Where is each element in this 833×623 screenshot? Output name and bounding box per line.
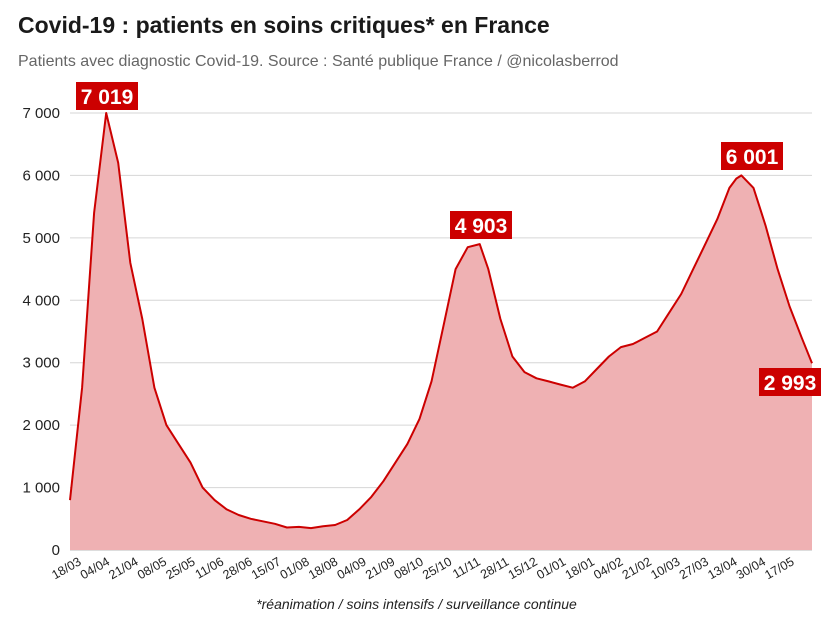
x-tick-label: 25/10 <box>420 554 454 582</box>
y-tick-label: 7 000 <box>22 105 60 122</box>
x-tick-label: 11/11 <box>450 554 483 581</box>
annotation-box <box>76 82 138 110</box>
x-tick-label: 27/03 <box>677 554 711 582</box>
x-tick-label: 21/02 <box>620 554 654 582</box>
x-tick-label: 21/04 <box>106 554 140 582</box>
x-tick-label: 08/05 <box>135 554 169 582</box>
chart-footnote: *réanimation / soins intensifs / surveil… <box>256 596 577 612</box>
x-tick-label: 18/08 <box>306 554 340 582</box>
annotation-text: 2 993 <box>764 372 817 395</box>
annotation-text: 6 001 <box>726 146 779 169</box>
annotation-label: 2 993 <box>759 368 821 396</box>
x-tick-label: 10/03 <box>648 554 682 582</box>
x-tick-label: 21/09 <box>363 554 397 582</box>
x-tick-label: 11/06 <box>193 554 226 581</box>
y-tick-label: 0 <box>52 542 60 559</box>
annotation-box <box>721 142 783 170</box>
y-tick-label: 6 000 <box>22 167 60 184</box>
x-tick-label: 08/10 <box>392 554 426 582</box>
annotation-box <box>759 368 821 396</box>
y-tick-label: 5 000 <box>22 230 60 247</box>
y-axis-ticks: 0 1 000 2 000 3 000 4 000 5 000 6 000 7 000 <box>22 105 60 559</box>
value-annotations: 7 019 4 903 6 001 2 993 <box>76 82 821 396</box>
chart-subtitle: Patients avec diagnostic Covid-19. Sourc… <box>18 53 619 70</box>
x-tick-label: 04/04 <box>78 554 112 582</box>
x-tick-label: 13/04 <box>705 554 739 582</box>
x-tick-label: 28/06 <box>221 554 255 582</box>
y-tick-label: 4 000 <box>22 292 60 309</box>
x-tick-label: 28/11 <box>478 554 511 581</box>
y-tick-label: 1 000 <box>22 480 60 497</box>
annotation-label: 6 001 <box>721 142 783 170</box>
x-tick-label: 30/04 <box>734 554 768 582</box>
annotation-box <box>450 211 512 239</box>
x-tick-label: 17/05 <box>762 554 796 582</box>
chart-title: Covid-19 : patients en soins critiques* … <box>18 12 550 38</box>
x-tick-label: 04/02 <box>591 554 625 582</box>
x-tick-label: 01/01 <box>534 554 568 582</box>
annotation-text: 4 903 <box>455 215 508 238</box>
x-tick-label: 25/05 <box>163 554 197 582</box>
x-tick-label: 04/09 <box>335 554 369 582</box>
x-tick-label: 15/12 <box>506 554 540 582</box>
annotation-text: 7 019 <box>81 86 134 109</box>
y-tick-label: 3 000 <box>22 355 60 372</box>
x-axis-ticks: 18/0304/0421/0408/0525/0511/0628/0615/07… <box>49 554 796 582</box>
annotation-label: 4 903 <box>450 211 512 239</box>
area-fill <box>70 113 812 550</box>
series-area <box>69 112 813 550</box>
annotation-label: 7 019 <box>76 82 138 110</box>
series-line <box>69 112 813 530</box>
x-tick-label: 15/07 <box>249 554 283 582</box>
x-tick-label: 01/08 <box>278 554 312 582</box>
y-tick-label: 2 000 <box>22 417 60 434</box>
x-tick-label: 18/01 <box>563 554 597 582</box>
